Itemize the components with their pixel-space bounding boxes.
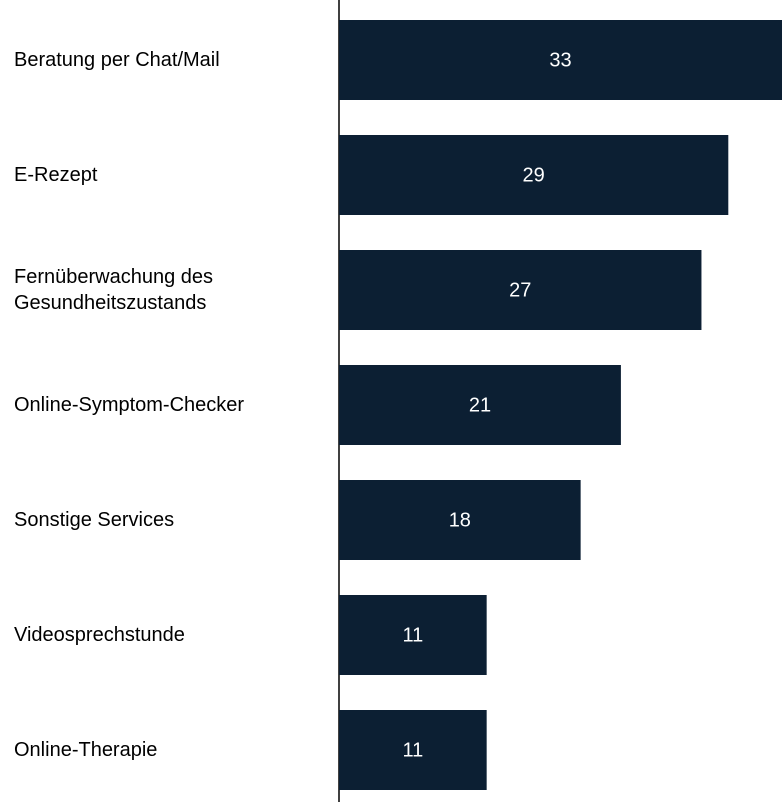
category-label: Online-Therapie — [14, 739, 158, 761]
value-label: 29 — [523, 164, 545, 186]
bar — [339, 595, 487, 675]
category-label: Fernüberwachung des Gesundheitszustands — [14, 266, 214, 314]
category-label: Beratung per Chat/Mail — [14, 49, 220, 71]
bar — [339, 250, 702, 330]
bar — [339, 710, 487, 790]
value-label: 11 — [402, 739, 423, 761]
category-label: Videosprechstunde — [14, 624, 185, 646]
value-label: 27 — [509, 279, 531, 301]
value-label: 18 — [449, 509, 471, 531]
value-label: 33 — [549, 49, 571, 71]
value-label: 11 — [402, 624, 423, 646]
category-label: E-Rezept — [14, 164, 98, 186]
bar — [339, 480, 581, 560]
value-label: 21 — [469, 394, 491, 416]
category-label: Online-Symptom-Checker — [14, 394, 245, 416]
bar — [339, 135, 729, 215]
category-label: Sonstige Services — [14, 509, 175, 531]
bar — [339, 20, 782, 100]
bar — [339, 365, 621, 445]
